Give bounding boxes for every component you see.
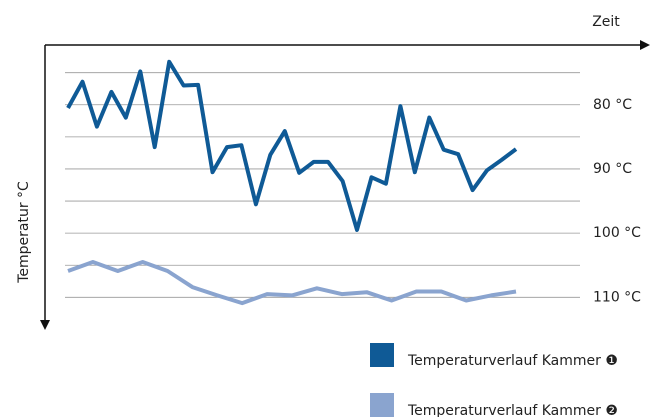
- legend-swatch: [370, 393, 394, 417]
- y-tick-label: 90 °C: [593, 161, 632, 177]
- y-tick-label: 110 °C: [593, 289, 641, 305]
- legend-label: Temperaturverlauf Kammer ❷: [407, 403, 618, 417]
- y-tick-label: 100 °C: [593, 225, 641, 241]
- legend-swatch: [370, 343, 394, 367]
- y-tick-label: 80 °C: [593, 97, 632, 113]
- y-axis-label: Temperatur °C: [16, 181, 32, 284]
- legend-label: Temperaturverlauf Kammer ❶: [407, 353, 618, 369]
- x-axis-label: Zeit: [592, 14, 620, 30]
- line: [67, 260, 517, 306]
- line: [66, 59, 518, 232]
